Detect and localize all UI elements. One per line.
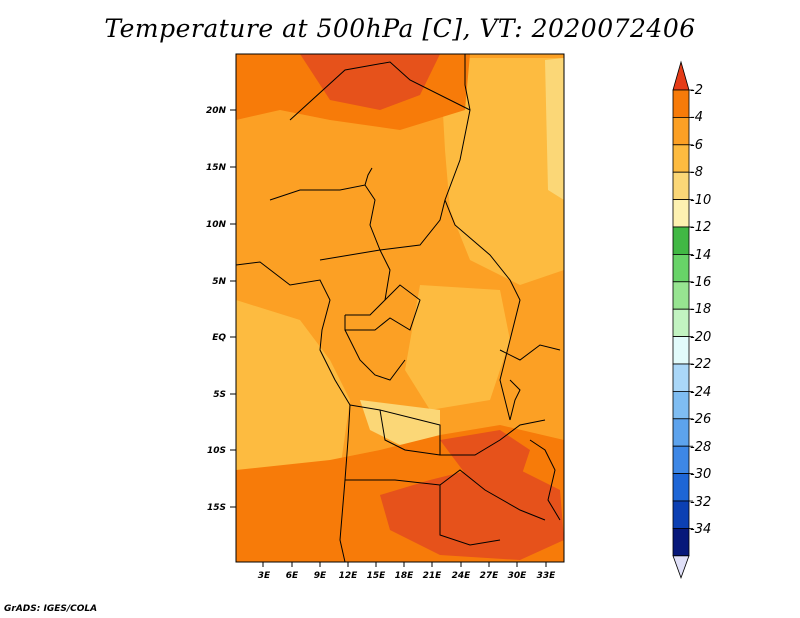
cb-label-6: -14 bbox=[690, 248, 711, 263]
cb-label-0: -2 bbox=[690, 83, 703, 98]
lon-label-12e: 12E bbox=[339, 571, 359, 581]
colorbar-over-triangle bbox=[672, 60, 690, 91]
lon-label-18e: 18E bbox=[395, 571, 415, 581]
field-darkest-zambia bbox=[440, 430, 530, 480]
lat-label-15n: 15N bbox=[206, 163, 227, 173]
lon-label-27e: 27E bbox=[480, 571, 500, 581]
cb-label-4: -10 bbox=[690, 193, 711, 208]
lat-label-eq: EQ bbox=[212, 333, 226, 343]
lon-label-21e: 21E bbox=[423, 571, 443, 581]
cb-label-10: -22 bbox=[690, 357, 711, 372]
cb-label-1: -4 bbox=[690, 110, 703, 125]
colorbar-segment bbox=[672, 253, 690, 283]
cb-label-7: -16 bbox=[690, 275, 711, 290]
field-pale-ne bbox=[545, 58, 564, 200]
field-light-congo bbox=[405, 285, 510, 410]
lat-label-20n: 20N bbox=[206, 106, 227, 116]
field-light-ne bbox=[440, 58, 564, 285]
colorbar bbox=[672, 60, 693, 579]
lon-label-15e: 15E bbox=[367, 571, 387, 581]
lat-tick-marks bbox=[230, 109, 236, 508]
cb-label-14: -30 bbox=[690, 467, 711, 482]
lat-label-10n: 10N bbox=[206, 220, 227, 230]
colorbar-segment bbox=[672, 281, 690, 310]
cb-label-2: -6 bbox=[690, 138, 703, 153]
colorbar-segment bbox=[672, 500, 690, 529]
lon-label-3e: 3E bbox=[258, 571, 271, 581]
chart-title: Temperature at 500hPa [C], VT: 202007240… bbox=[104, 14, 696, 43]
country-borders bbox=[236, 54, 561, 562]
map-frame bbox=[235, 53, 565, 563]
colorbar-segment bbox=[672, 336, 690, 365]
colorbar-segment bbox=[672, 528, 690, 557]
lon-label-9e: 9E bbox=[314, 571, 327, 581]
cb-label-12: -26 bbox=[690, 412, 711, 427]
grads-credit: GrADS: IGES/COLA bbox=[4, 604, 98, 614]
colorbar-segment bbox=[672, 117, 690, 146]
colorbar-segment bbox=[672, 445, 690, 475]
cb-label-9: -20 bbox=[690, 330, 711, 345]
lat-label-5n: 5N bbox=[212, 277, 226, 287]
colorbar-segment bbox=[672, 144, 690, 173]
cb-label-8: -18 bbox=[690, 302, 711, 317]
colorbar-segment bbox=[672, 363, 690, 392]
cb-label-5: -12 bbox=[690, 220, 711, 235]
lat-label-5s: 5S bbox=[213, 390, 226, 400]
cb-label-15: -32 bbox=[690, 495, 711, 510]
colorbar-segment bbox=[672, 89, 690, 118]
temperature-field bbox=[236, 54, 564, 562]
lon-tick-marks bbox=[262, 562, 547, 567]
lat-label-15s: 15S bbox=[207, 503, 226, 513]
lat-tick-labels: 20N 15N 10N 5N EQ 5S 10S 15S bbox=[206, 106, 227, 513]
lon-label-24e: 24E bbox=[452, 571, 472, 581]
lon-label-33e: 33E bbox=[537, 571, 557, 581]
colorbar-segment bbox=[672, 226, 690, 255]
cb-label-16: -34 bbox=[690, 522, 711, 537]
colorbar-segment bbox=[672, 171, 690, 200]
cb-label-11: -24 bbox=[690, 385, 711, 400]
lat-label-10s: 10S bbox=[207, 446, 226, 456]
colorbar-segment bbox=[672, 390, 690, 420]
cb-label-13: -28 bbox=[690, 440, 711, 455]
lon-label-30e: 30E bbox=[508, 571, 528, 581]
colorbar-segment bbox=[672, 199, 690, 228]
cb-label-3: -8 bbox=[690, 165, 703, 180]
colorbar-segment bbox=[672, 418, 690, 447]
colorbar-segment bbox=[672, 308, 690, 338]
lon-tick-labels: 3E 6E 9E 12E 15E 18E 21E 24E 27E 30E 33E bbox=[258, 571, 556, 581]
colorbar-segment bbox=[672, 473, 690, 502]
colorbar-labels: -2 -4 -6 -8 -10 -12 -14 -16 -18 -20 -22 … bbox=[690, 83, 711, 537]
lon-label-6e: 6E bbox=[286, 571, 299, 581]
field-darkest-north bbox=[300, 54, 440, 110]
field-darkest-south bbox=[380, 470, 564, 560]
colorbar-under-triangle bbox=[672, 555, 690, 579]
